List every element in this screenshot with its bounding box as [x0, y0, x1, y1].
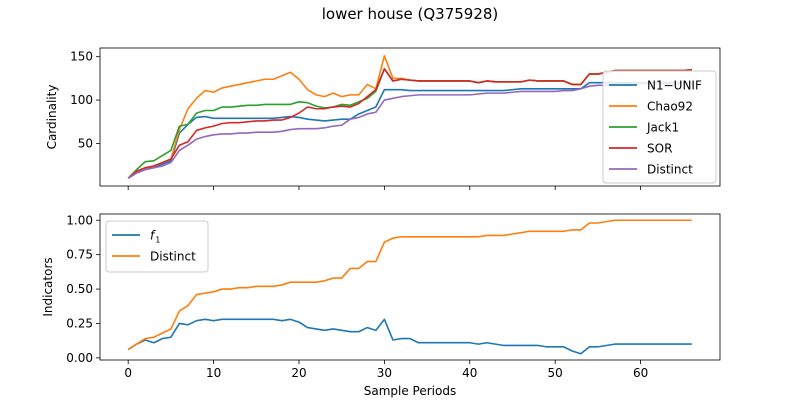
y-tick-label: 1.00 — [66, 213, 93, 227]
x-tick-label: 20 — [291, 366, 306, 380]
cardinality-panel: 50 100 150 Cardinality N1−UNIF Chao92 Jack1 SOR… — [45, 47, 721, 190]
series-line-distinct — [127, 219, 692, 351]
y-tick-label: 0.00 — [66, 351, 93, 365]
axes-frame — [99, 47, 721, 187]
series-line-n1-unif — [127, 81, 692, 179]
y-tick-label: 0.50 — [66, 282, 93, 296]
legend-label: N1−UNIF — [647, 79, 702, 93]
legend-label: Chao92 — [647, 100, 693, 114]
y-tick-label: 50 — [78, 136, 93, 150]
figure-title: lower house (Q375928) — [322, 5, 499, 23]
x-tick-label: 30 — [377, 366, 392, 380]
y-tick-label: 150 — [70, 50, 93, 64]
axes-frame — [99, 213, 721, 361]
y-tick-label: 0.75 — [66, 248, 93, 262]
series-line-f1 — [127, 318, 692, 355]
x-tick-label: 40 — [462, 366, 477, 380]
legend-label: Jack1 — [646, 121, 679, 135]
y-tick-label: 100 — [70, 93, 93, 107]
y-tick-label: 0.25 — [66, 316, 93, 330]
x-tick-label: 0 — [124, 366, 132, 380]
y-axis-label: Cardinality — [45, 85, 59, 150]
x-tick-label: 50 — [548, 366, 563, 380]
legend-label: Distinct — [647, 163, 693, 177]
legend-box — [105, 220, 209, 273]
indicators-panel: 0 10 20 30 40 50 60 0.00 0.25 0.50 0.75 1.00 Indicat… — [41, 213, 721, 398]
legend-label: Distinct — [150, 250, 196, 264]
x-tick-label: 60 — [633, 366, 648, 380]
legend-label: f1 — [150, 229, 160, 245]
legend: N1−UNIF Chao92 Jack1 SOR Distinct — [602, 70, 717, 184]
x-axis-label: Sample Periods — [364, 384, 456, 398]
series-line-distinct — [127, 81, 692, 179]
legend-box — [602, 70, 717, 184]
legend-label: SOR — [647, 142, 672, 156]
y-axis-label: Indicators — [41, 257, 55, 316]
legend: f1 Distinct — [105, 220, 209, 273]
x-tick-label: 10 — [206, 366, 221, 380]
series-line-sor — [127, 68, 692, 179]
